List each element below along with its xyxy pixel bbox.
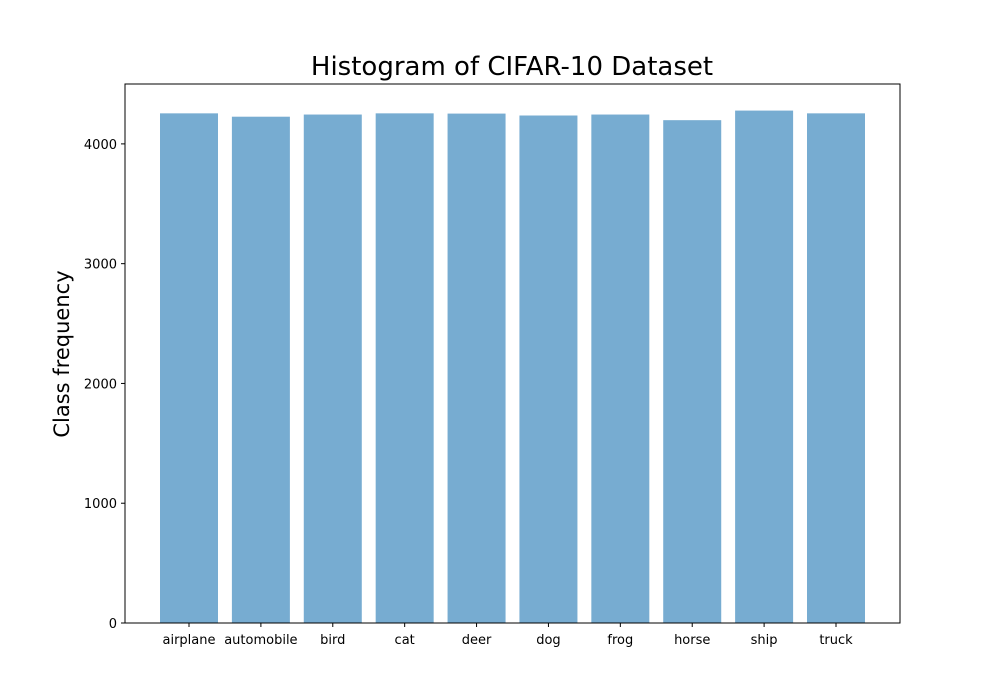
x-tick-label-airplane: airplane <box>163 633 216 648</box>
bar-ship <box>735 110 794 624</box>
x-tick-label-ship: ship <box>751 633 778 648</box>
bar-bird <box>303 114 362 623</box>
plot-frame <box>124 83 901 624</box>
y-tick-label-2000: 2000 <box>84 377 117 392</box>
bar-horse <box>663 120 722 624</box>
bar-truck <box>807 113 865 623</box>
y-axis-label: Class frequency <box>50 270 74 437</box>
y-tick-label-0: 0 <box>109 617 117 632</box>
x-tick-label-dog: dog <box>536 633 560 648</box>
x-tick-label-truck: truck <box>819 633 853 648</box>
x-tick-label-bird: bird <box>320 633 345 648</box>
y-tick-label-3000: 3000 <box>84 258 117 273</box>
x-tick-label-horse: horse <box>674 633 710 648</box>
x-tick-label-automobile: automobile <box>224 633 297 648</box>
bar-automobile <box>231 116 290 623</box>
bar-deer <box>447 113 506 623</box>
bars-layer <box>160 110 865 624</box>
x-tick-label-deer: deer <box>462 633 492 648</box>
x-tick-label-frog: frog <box>607 633 633 648</box>
bar-dog <box>519 115 578 623</box>
ticks-layer: airplane automobile bird cat deer dog frog hors… <box>84 138 853 648</box>
y-tick-label-1000: 1000 <box>84 497 117 512</box>
bar-cat <box>375 113 434 623</box>
bar-airplane <box>160 113 218 623</box>
chart-title: Histogram of CIFAR-10 Dataset <box>311 52 713 82</box>
bar-frog <box>591 114 650 623</box>
x-tick-label-cat: cat <box>395 633 415 648</box>
y-tick-label-4000: 4000 <box>84 138 117 153</box>
